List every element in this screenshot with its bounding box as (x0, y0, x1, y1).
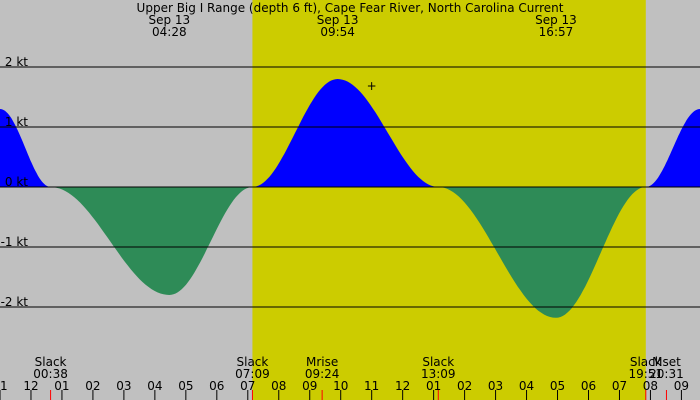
peak-date-label: Sep 13 (317, 13, 359, 27)
y-tick-label: -2 kt (1, 295, 29, 309)
hour-tick-label: 02 (457, 379, 472, 393)
hour-tick-label: 12 (395, 379, 410, 393)
peak-time-label: 09:54 (320, 25, 355, 39)
hour-tick-label: 02 (85, 379, 100, 393)
event-time-label: 20:31 (649, 367, 684, 381)
hour-tick-label: 11 (364, 379, 379, 393)
hour-tick-label: 06 (209, 379, 224, 393)
y-grid: 2 kt 1 kt 0 kt -1 kt -2 kt (0, 55, 700, 309)
hour-tick-label: 01 (426, 379, 441, 393)
hour-tick-label: 01 (54, 379, 69, 393)
y-tick-label: -1 kt (1, 235, 29, 249)
hour-tick-label: 10 (333, 379, 348, 393)
flood-area (0, 79, 700, 187)
hour-tick-label: 09 (674, 379, 689, 393)
event-time-label: 00:38 (33, 367, 68, 381)
peak-time-label: 16:57 (539, 25, 574, 39)
peak-time-label: 04:28 (152, 25, 187, 39)
y-tick-label: 2 kt (5, 55, 28, 69)
y-tick-label: 1 kt (5, 115, 28, 129)
hour-tick-label: 12 (23, 379, 38, 393)
hour-tick-label: 09 (302, 379, 317, 393)
event-time-label: 09:24 (305, 367, 340, 381)
event-name-label: Slack (35, 355, 67, 369)
hour-tick-label: 08 (271, 379, 286, 393)
event-name-label: Slack (630, 355, 662, 369)
peak-date-label: Sep 13 (148, 13, 190, 27)
event-name-label: Mset (652, 355, 681, 369)
hour-tick-label: 03 (116, 379, 131, 393)
y-tick-label: 0 kt (5, 175, 28, 189)
current-areas (0, 79, 700, 318)
hour-tick-label: 11 (0, 379, 8, 393)
event-name-label: Slack (237, 355, 269, 369)
event-name-label: Slack (422, 355, 454, 369)
peak-date-label: Sep 13 (535, 13, 577, 27)
event-name-label: Mrise (306, 355, 338, 369)
hour-tick-label: 05 (178, 379, 193, 393)
hour-tick-label: 08 (643, 379, 658, 393)
current-time-marker: + (367, 79, 377, 93)
event-time-label: 19:51 (628, 367, 663, 381)
hour-tick-label: 03 (488, 379, 503, 393)
hour-tick-label: 07 (240, 379, 255, 393)
labels: Upper Big I Range (depth 6 ft), Cape Fea… (33, 1, 683, 381)
hour-tick-label: 06 (581, 379, 596, 393)
chart-title: Upper Big I Range (depth 6 ft), Cape Fea… (137, 1, 564, 15)
hour-tick-label: 05 (550, 379, 565, 393)
ebb-area (0, 187, 700, 318)
hour-tick-label: 04 (519, 379, 534, 393)
hour-tick-label: 07 (612, 379, 627, 393)
x-axis-hour-ticks: 11 12 01 02 03 04 05 06 07 08 09 10 11 12 01 02 03 04 05 06… (0, 379, 689, 400)
event-time-label: 13:09 (421, 367, 456, 381)
event-time-label: 07:09 (235, 367, 270, 381)
hour-tick-label: 04 (147, 379, 162, 393)
